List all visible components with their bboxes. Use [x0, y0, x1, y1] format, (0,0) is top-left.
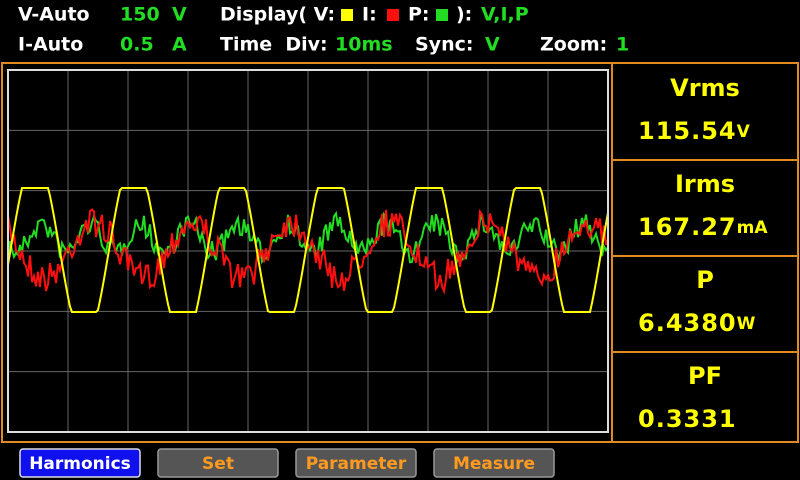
scope-border [7, 69, 609, 433]
sync-label: Sync: [415, 34, 473, 56]
reading-value: 6.4380W [638, 309, 756, 337]
i-swatch [387, 9, 399, 21]
zoom-label: Zoom: [540, 34, 607, 56]
main-frame [1, 62, 799, 443]
p-label: P: [408, 4, 430, 26]
display-label: Display( V: [220, 4, 335, 26]
current-trace [7, 208, 609, 295]
button[interactable] [295, 448, 417, 478]
i-label: I: [362, 4, 377, 26]
v-swatch [341, 9, 353, 21]
reading-unit: mA [737, 218, 769, 238]
reading-number: 0.3331 [638, 405, 737, 433]
p-swatch [436, 9, 448, 21]
button-bar: Harmonics Set Parameter Measure [19, 448, 555, 478]
sync-value: V [485, 34, 500, 56]
button[interactable] [433, 448, 555, 478]
button-label[interactable]: Parameter [306, 454, 407, 474]
reading-unit: V [737, 122, 751, 142]
button-label[interactable]: Set [202, 454, 234, 474]
reading-label: Vrms [670, 74, 740, 102]
reading-number: 167.27 [638, 213, 737, 241]
reading-value: 115.54V [638, 117, 751, 145]
v-mode: V-Auto [18, 4, 90, 26]
reading-value: 0.3331 [638, 405, 737, 433]
time-div-value: 10ms [335, 34, 393, 56]
voltage-trace [7, 187, 609, 313]
i-range: 0.5 [120, 34, 154, 56]
time-div-label: Time Div: [220, 34, 328, 56]
reading-label: PF [688, 362, 722, 390]
zoom-value: 1 [616, 34, 629, 56]
scope [7, 70, 609, 432]
reading-label: Irms [675, 170, 735, 198]
reading-number: 115.54 [638, 117, 737, 145]
reading-value: 167.27mA [638, 213, 768, 241]
i-unit: A [172, 34, 187, 56]
display-close: ): [456, 4, 472, 26]
i-mode: I-Auto [18, 34, 83, 56]
button-label[interactable]: Harmonics [29, 454, 131, 474]
power-trace [7, 210, 609, 265]
button-label[interactable]: Measure [453, 454, 535, 474]
reading-label: P [696, 266, 714, 294]
v-range: 150 [120, 4, 160, 26]
readings-panel: Vrms 115.54V Irms 167.27mA P 6.4380W PF 0.3331 [612, 74, 798, 433]
reading-unit: W [737, 314, 756, 334]
button[interactable] [157, 448, 279, 478]
button[interactable] [19, 448, 141, 478]
reading-number: 6.4380 [638, 309, 737, 337]
v-unit: V [172, 4, 187, 26]
display-value: V,I,P [481, 4, 529, 26]
